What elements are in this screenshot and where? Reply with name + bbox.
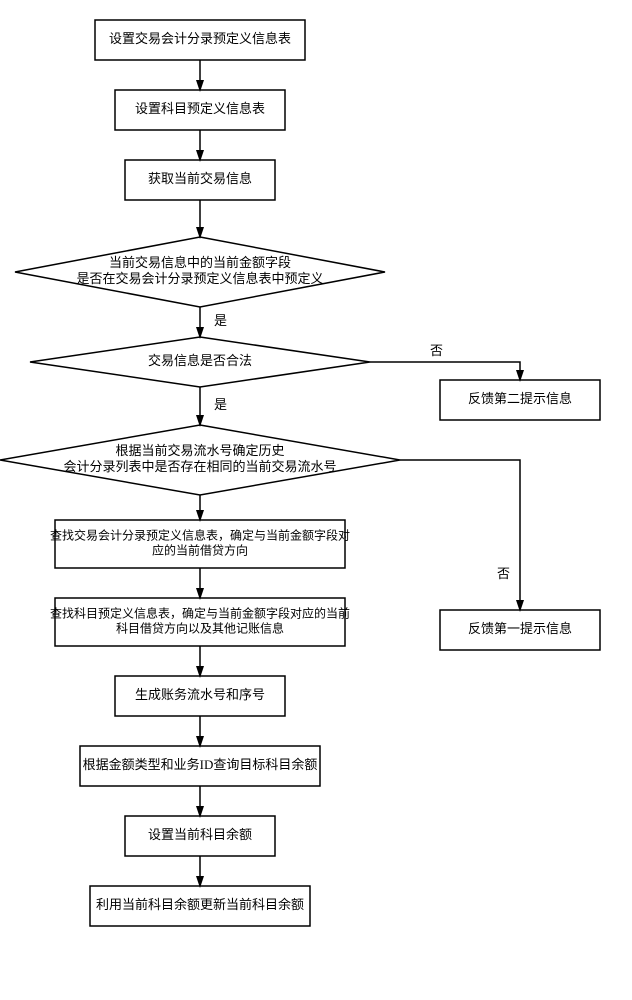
edge-d2-r1	[370, 362, 520, 380]
node-n1: 设置交易会计分录预定义信息表	[95, 20, 305, 60]
node-r1: 反馈第二提示信息	[440, 380, 600, 420]
node-n5-line-0: 查找科目预定义信息表，确定与当前金额字段对应的当前	[50, 605, 350, 620]
node-n8-line-0: 设置当前科目余额	[148, 827, 252, 842]
node-n4-line-1: 应的当前借贷方向	[152, 542, 248, 557]
node-n1-line-0: 设置交易会计分录预定义信息表	[109, 31, 291, 46]
node-r2: 反馈第一提示信息	[440, 610, 600, 650]
node-d3: 根据当前交易流水号确定历史会计分录列表中是否存在相同的当前交易流水号	[0, 425, 400, 495]
node-n8: 设置当前科目余额	[125, 816, 275, 856]
node-n7: 根据金额类型和业务ID查询目标科目余额	[80, 746, 320, 786]
node-r2-line-0: 反馈第一提示信息	[468, 621, 572, 636]
node-n2-line-0: 设置科目预定义信息表	[135, 101, 265, 116]
node-d3-line-1: 会计分录列表中是否存在相同的当前交易流水号	[63, 459, 336, 474]
node-n4: 查找交易会计分录预定义信息表，确定与当前金额字段对应的当前借贷方向	[50, 520, 350, 568]
node-n6-line-0: 生成账务流水号和序号	[135, 687, 265, 702]
node-n6: 生成账务流水号和序号	[115, 676, 285, 716]
node-n3-line-0: 获取当前交易信息	[148, 171, 252, 186]
edge-label-4: 是	[214, 397, 227, 412]
node-d1-line-1: 是否在交易会计分录预定义信息表中预定义	[76, 271, 323, 286]
node-r1-line-0: 反馈第二提示信息	[468, 391, 572, 406]
node-n5-line-1: 科目借贷方向以及其他记账信息	[116, 620, 284, 635]
edge-label-11: 否	[430, 343, 443, 358]
node-d1: 当前交易信息中的当前金额字段是否在交易会计分录预定义信息表中预定义	[15, 237, 385, 307]
edge-label-12: 否	[497, 566, 510, 581]
node-n9-line-0: 利用当前科目余额更新当前科目余额	[96, 897, 304, 912]
node-n7-line-0: 根据金额类型和业务ID查询目标科目余额	[83, 757, 318, 772]
node-d2: 交易信息是否合法	[30, 337, 370, 387]
node-d1-line-0: 当前交易信息中的当前金额字段	[109, 255, 291, 270]
node-n2: 设置科目预定义信息表	[115, 90, 285, 130]
node-n3: 获取当前交易信息	[125, 160, 275, 200]
node-n9: 利用当前科目余额更新当前科目余额	[90, 886, 310, 926]
node-d2-line-0: 交易信息是否合法	[148, 353, 252, 368]
edge-label-3: 是	[214, 313, 227, 328]
node-n4-line-0: 查找交易会计分录预定义信息表，确定与当前金额字段对	[50, 527, 350, 542]
node-n5: 查找科目预定义信息表，确定与当前金额字段对应的当前科目借贷方向以及其他记账信息	[50, 598, 350, 646]
edge-d3-r2	[400, 460, 520, 610]
node-d3-line-0: 根据当前交易流水号确定历史	[115, 443, 284, 458]
